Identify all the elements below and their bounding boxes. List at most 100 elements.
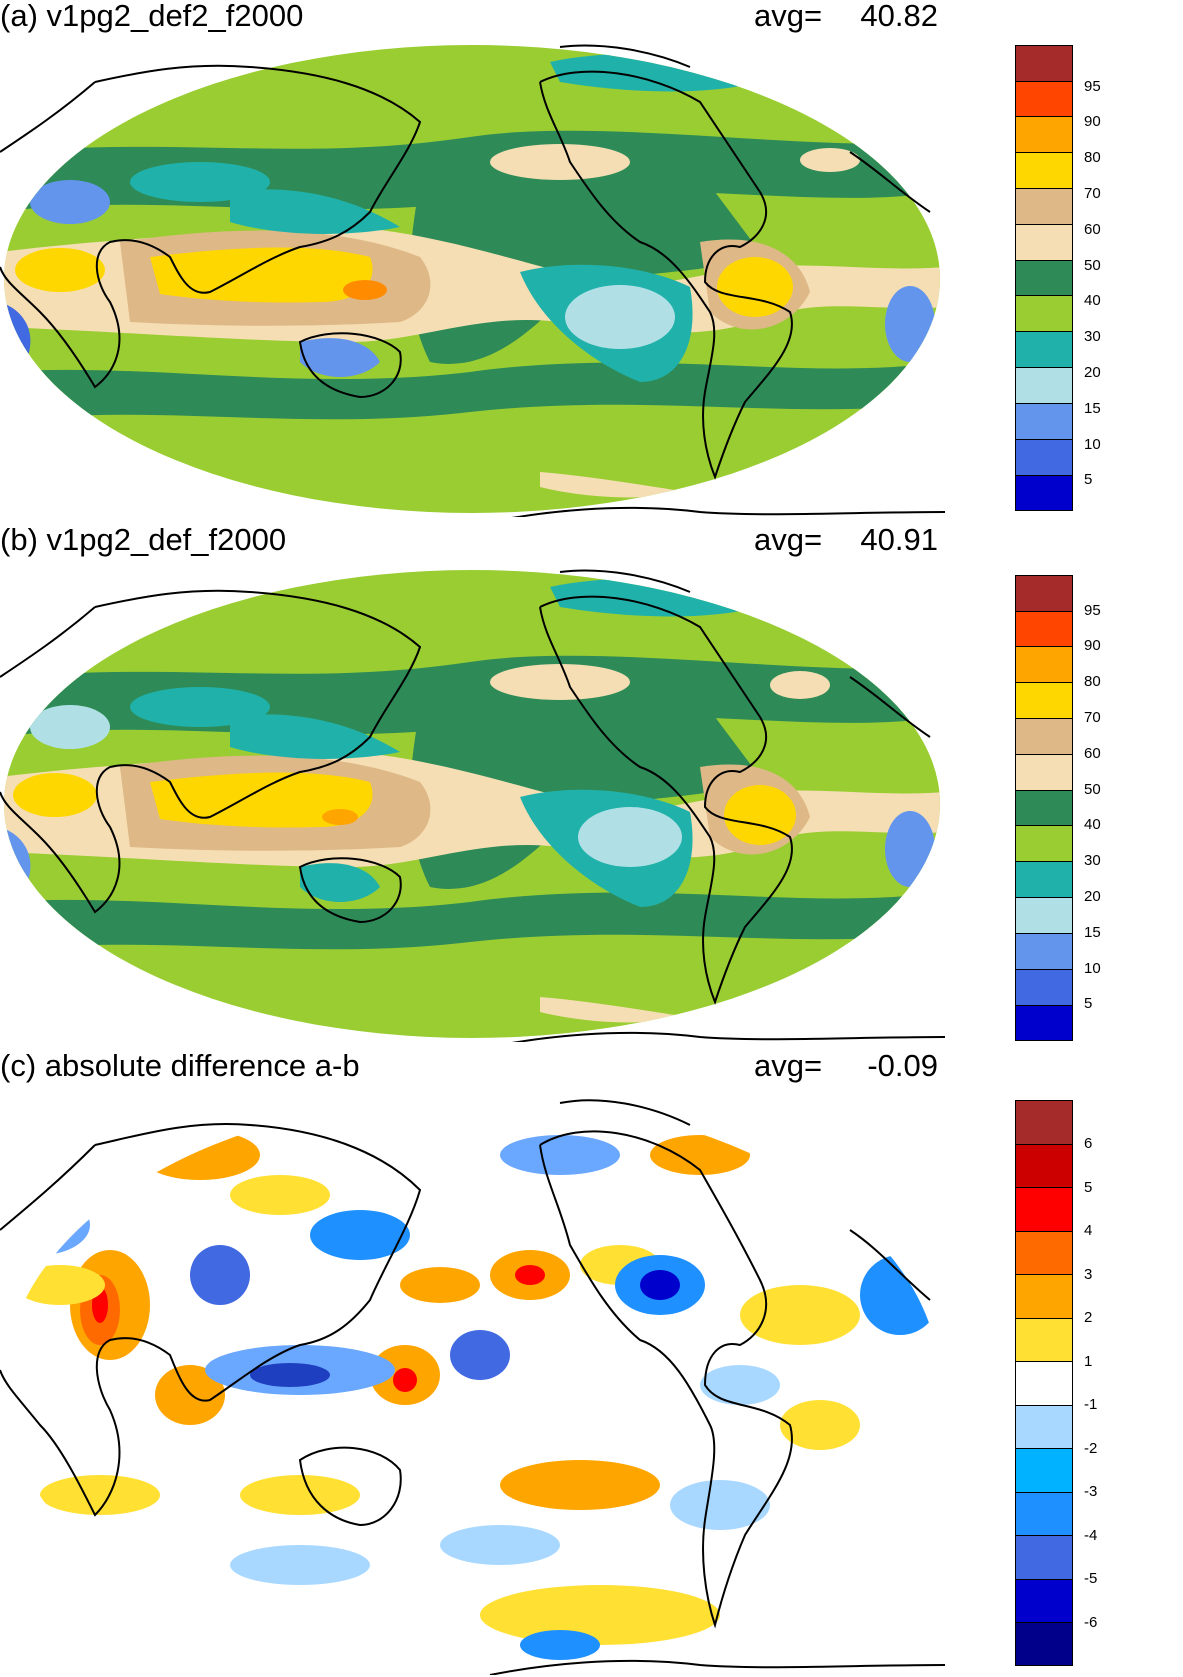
field-band — [155, 1365, 225, 1425]
colorbar-label: 10 — [1084, 960, 1101, 977]
colorbar-box — [1016, 683, 1072, 719]
field-band — [860, 1255, 940, 1335]
field-band — [500, 1135, 620, 1175]
colorbar-label: 2 — [1084, 1309, 1093, 1326]
colorbar-label: 70 — [1084, 185, 1101, 202]
colorbar-box — [1016, 1188, 1072, 1232]
field-band — [190, 1245, 250, 1305]
colorbar-label: 95 — [1084, 602, 1101, 619]
colorbar-label: 5 — [1084, 471, 1093, 488]
colorbar-label: 30 — [1084, 328, 1101, 345]
field-band — [322, 809, 358, 825]
colorbar-box — [1016, 404, 1072, 440]
field-band — [515, 1265, 545, 1285]
colorbar-label: 50 — [1084, 781, 1101, 798]
field-band — [310, 1210, 410, 1260]
colorbar-box — [1016, 1275, 1072, 1319]
field-band — [140, 1130, 260, 1180]
colorbar-label: 5 — [1084, 1179, 1093, 1196]
avg-value: 40.82 — [860, 0, 938, 33]
colorbar-box — [1016, 1145, 1072, 1188]
field-band — [520, 1630, 600, 1660]
colorbar-box — [1016, 1623, 1072, 1665]
avg-label: avg= — [754, 0, 823, 33]
colorbar-box — [1016, 1232, 1072, 1275]
colorbar-label: 40 — [1084, 292, 1101, 309]
colorbar-label: 40 — [1084, 816, 1101, 833]
colorbar-label: 60 — [1084, 745, 1101, 762]
colorbar-box — [1016, 576, 1072, 612]
colorbar-box — [1016, 826, 1072, 862]
field-base — [4, 1097, 940, 1673]
field-band — [4, 892, 940, 952]
avg-value: 40.91 — [860, 522, 938, 557]
colorbar-label: 50 — [1084, 257, 1101, 274]
colorbar-label: -4 — [1084, 1527, 1098, 1544]
coastlines — [0, 1099, 945, 1675]
colorbar-box — [1016, 755, 1072, 791]
colorbar-label: 10 — [1084, 436, 1101, 453]
field-band — [640, 1270, 680, 1300]
field-band — [717, 257, 793, 317]
avg-label: avg= — [754, 522, 823, 557]
colorbar-label: 90 — [1084, 637, 1101, 654]
robinson-map — [0, 1097, 945, 1675]
colorbar-label: 90 — [1084, 113, 1101, 130]
colorbar-box — [1016, 1319, 1072, 1362]
colorbar-label: 5 — [1084, 995, 1093, 1012]
colorbar-box — [1016, 1536, 1072, 1580]
colorbar-box — [1016, 1406, 1072, 1449]
colorbar-label: 20 — [1084, 364, 1101, 381]
field-band — [15, 1265, 105, 1305]
colorbar-label: 1 — [1084, 1353, 1093, 1370]
colorbar-label: 6 — [1084, 1135, 1093, 1152]
field-band — [800, 148, 860, 172]
field-band — [150, 247, 373, 303]
colorbar-box — [1016, 225, 1072, 261]
avg-value: -0.09 — [867, 1048, 938, 1083]
colorbar-label: -2 — [1084, 1440, 1098, 1457]
colorbar-box — [1016, 1362, 1072, 1406]
field-band — [230, 1175, 330, 1215]
panel-title: (a) v1pg2_def2_f2000 — [0, 0, 304, 33]
field-band — [240, 1475, 360, 1515]
colorbar-box — [1016, 1449, 1072, 1493]
field-band — [440, 1525, 560, 1565]
colorbar-box — [1016, 1006, 1072, 1040]
colorbar-box — [1016, 1101, 1072, 1145]
field-band — [30, 180, 110, 224]
colorbar-box — [1016, 898, 1072, 934]
field-band — [13, 773, 97, 817]
field-band — [393, 1368, 417, 1392]
coastlines — [0, 569, 945, 1042]
colorbar — [1015, 1100, 1073, 1666]
coastlines — [0, 44, 945, 517]
field-band — [578, 807, 682, 867]
field-band — [780, 1400, 860, 1450]
colorbar-box — [1016, 440, 1072, 476]
colorbar-box — [1016, 934, 1072, 970]
colorbar-label: 20 — [1084, 888, 1101, 905]
colorbar-box — [1016, 368, 1072, 404]
colorbar-box — [1016, 862, 1072, 898]
colorbar-box — [1016, 261, 1072, 296]
colorbar-label: -6 — [1084, 1614, 1098, 1631]
colorbar-label: 30 — [1084, 852, 1101, 869]
colorbar-box — [1016, 1580, 1072, 1623]
field-band — [770, 671, 830, 699]
colorbar-label: 60 — [1084, 221, 1101, 238]
colorbar — [1015, 575, 1073, 1041]
colorbar-label: 80 — [1084, 149, 1101, 166]
field-band — [885, 286, 935, 362]
colorbar-label: 15 — [1084, 924, 1101, 941]
field-band — [250, 1363, 330, 1387]
panel-title: (b) v1pg2_def_f2000 — [0, 522, 287, 557]
field-band — [565, 285, 675, 349]
field-band — [540, 997, 690, 1023]
colorbar-label: 15 — [1084, 400, 1101, 417]
field-band — [300, 863, 380, 902]
field-band — [885, 811, 935, 887]
colorbar-box — [1016, 1493, 1072, 1536]
field-band — [480, 1585, 720, 1645]
colorbar-label: 3 — [1084, 1266, 1093, 1283]
